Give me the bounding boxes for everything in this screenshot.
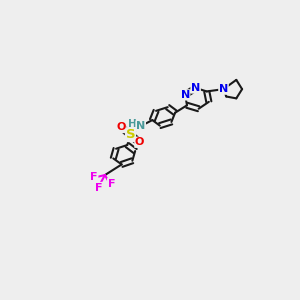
Text: F: F [95, 182, 103, 193]
Text: O: O [117, 122, 126, 133]
Text: N: N [219, 84, 228, 94]
Text: N: N [136, 121, 146, 131]
Text: S: S [126, 128, 135, 141]
Text: F: F [90, 172, 98, 182]
Text: N: N [181, 90, 190, 100]
Text: H: H [128, 119, 136, 129]
Text: F: F [108, 178, 115, 189]
Text: N: N [191, 83, 200, 93]
Text: O: O [135, 137, 144, 147]
